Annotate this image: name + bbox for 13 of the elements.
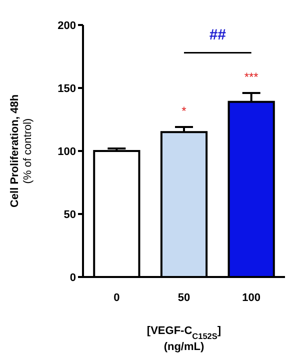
y-tick-label: 50 — [64, 208, 76, 221]
x-tick-label: 0 — [114, 292, 120, 304]
y-tick-label: 100 — [58, 146, 76, 158]
y-tick-label: 0 — [70, 272, 76, 284]
x-tick-label: 50 — [178, 292, 190, 304]
annotation: ## — [209, 26, 227, 44]
annotation: *** — [244, 70, 259, 84]
text: [VEGF-C$_{C152S}$] (ng/mL) — [146, 325, 222, 353]
y-tick-label: 200 — [58, 20, 76, 32]
annotation: * — [182, 104, 187, 118]
x-tick-label: 100 — [242, 292, 261, 304]
y-axis-title: Cell Proliferation, 48h (% of control) — [9, 94, 34, 208]
y-tick-label: 150 — [58, 82, 76, 95]
